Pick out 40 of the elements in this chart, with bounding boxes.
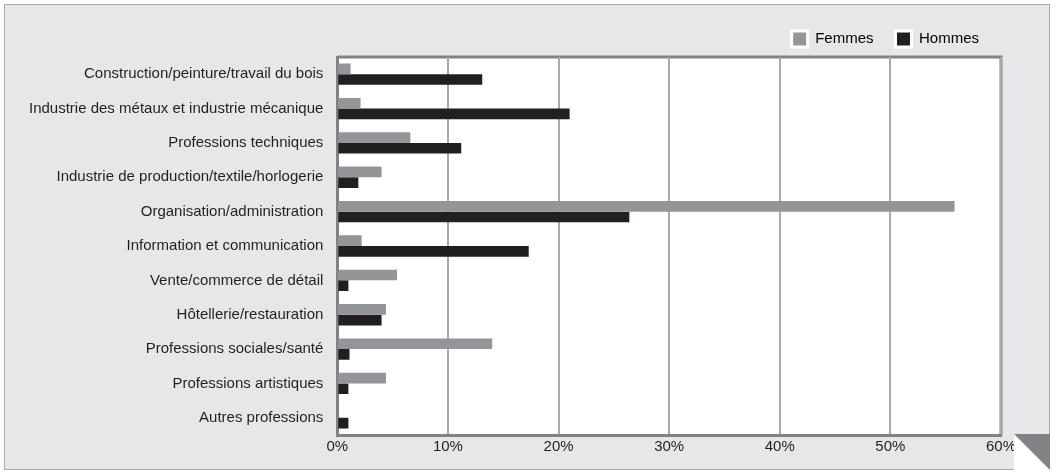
- y-tick-label: Information et communication: [126, 236, 324, 254]
- bar: [338, 200, 955, 212]
- y-tick-label: Autres professions: [199, 407, 324, 425]
- x-tick-label: 0%: [326, 437, 349, 455]
- bar: [338, 280, 349, 292]
- x-tick-label: 20%: [543, 437, 574, 455]
- bar: [338, 338, 493, 350]
- bar: [338, 132, 411, 143]
- y-tick-label: Construction/peinture/travail du bois: [84, 64, 324, 82]
- bar: [338, 108, 570, 120]
- bar: [338, 97, 361, 109]
- bar: [338, 349, 350, 360]
- bar: [338, 372, 386, 384]
- y-tick-label: Professions techniques: [168, 133, 324, 151]
- x-tick-label: 30%: [654, 437, 685, 455]
- x-tick-label: 50%: [875, 437, 906, 455]
- bar: [338, 304, 386, 315]
- y-tick-label: Professions sociales/santé: [145, 339, 324, 357]
- bar: [338, 314, 382, 326]
- bar: [338, 142, 462, 154]
- y-tick-label: Industrie des métaux et industrie mécanique: [28, 98, 324, 116]
- bar: [338, 383, 349, 395]
- bar: [338, 235, 362, 246]
- bar: [338, 177, 359, 188]
- bar: [338, 417, 349, 429]
- y-tick-label: Professions artistiques: [172, 373, 324, 391]
- y-tick-label: Industrie de production/textile/horlogerie: [56, 167, 324, 185]
- y-tick-label: Vente/commerce de détail: [149, 270, 324, 288]
- legend-label: Femmes: [815, 29, 874, 47]
- y-tick-label: Hôtellerie/restauration: [176, 304, 324, 322]
- bar: [338, 63, 351, 75]
- y-tick-label: Organisation/administration: [140, 201, 324, 219]
- bar: [338, 166, 382, 178]
- bar: [338, 211, 630, 223]
- x-tick-label: 10%: [432, 437, 463, 455]
- bar: [338, 269, 398, 281]
- bar: [338, 74, 483, 85]
- bar: [338, 246, 529, 257]
- x-tick-label: 40%: [764, 437, 795, 455]
- legend-label: Hommes: [918, 29, 980, 47]
